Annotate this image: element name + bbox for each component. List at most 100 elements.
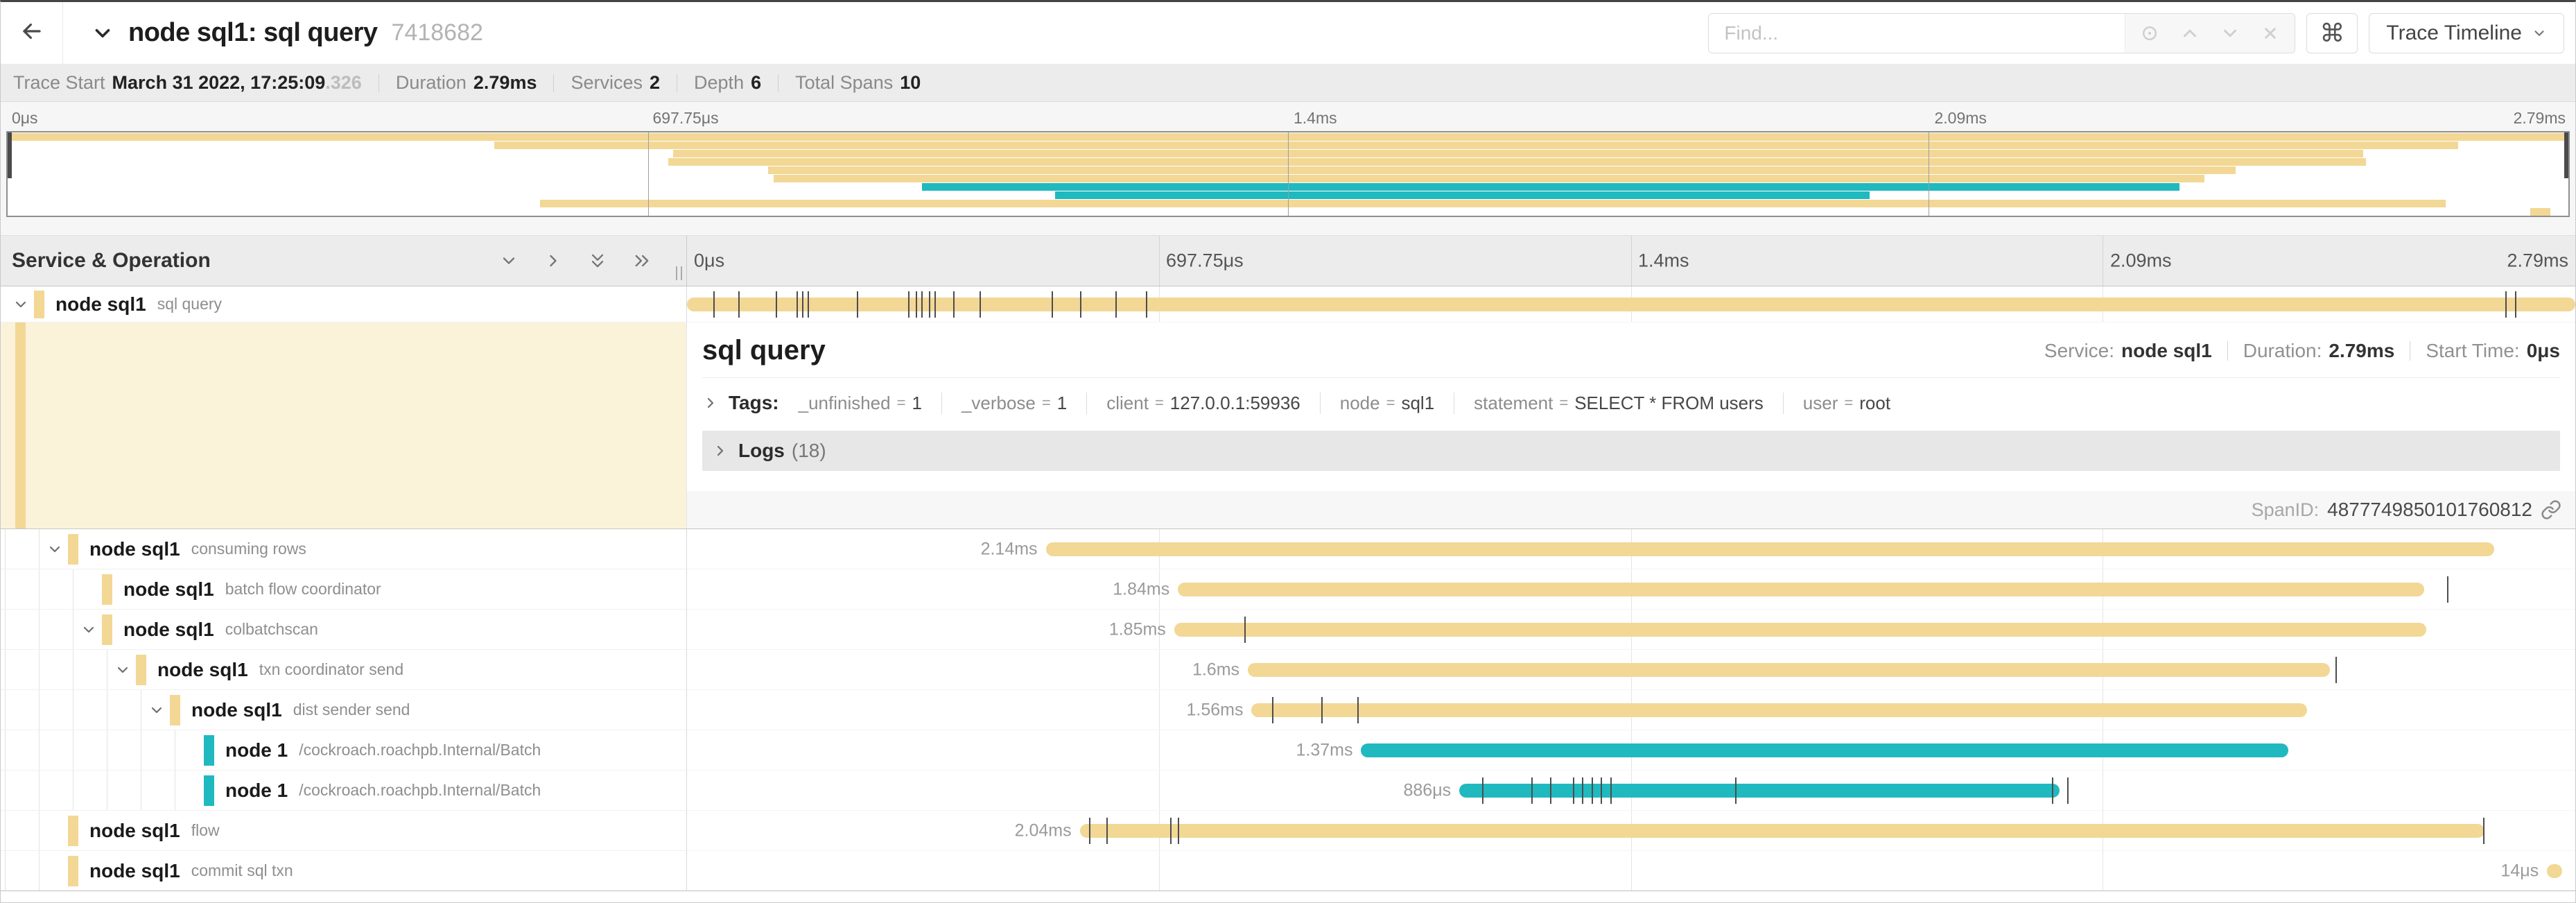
indent-guide <box>39 690 40 730</box>
span-log-tick <box>1079 291 1081 318</box>
tag-equals: = <box>1041 394 1051 411</box>
indent-guide <box>39 730 40 770</box>
span-tree-cell[interactable]: node sql1 sql query <box>1 286 687 322</box>
back-button[interactable] <box>1 2 63 64</box>
copy-link-icon[interactable] <box>2541 499 2561 520</box>
depth-value: 6 <box>751 72 762 93</box>
span-tree-cell[interactable]: node sql1 colbatchscan <box>1 610 687 650</box>
span-log-tick <box>2067 777 2069 804</box>
minimap-gridline <box>1288 132 1289 216</box>
span-service-name: node sql1 <box>89 819 180 841</box>
span-service-name: node sql1 <box>89 538 180 560</box>
span-row[interactable]: node sql1 consuming rows 2.14ms <box>1 529 2575 569</box>
tags-row[interactable]: Tags: _unfinished = 1 _verbose = 1 client = 127.… <box>702 392 2560 414</box>
span-tree-cell[interactable]: node sql1 txn coordinator send <box>1 650 687 690</box>
span-tree-cell[interactable]: node 1/cockroach.roachpb.Internal/Batch <box>1 730 687 771</box>
header-controls: ⌘ Trace Timeline <box>1708 12 2564 53</box>
span-bar[interactable] <box>687 297 2575 311</box>
chevron-down-icon <box>2532 26 2547 41</box>
minimap-row <box>8 149 2568 157</box>
span-log-tick <box>915 291 917 318</box>
minimap-span-bar <box>1054 191 1870 199</box>
indent-guide <box>5 851 6 891</box>
span-operation-name: /cockroach.roachpb.Internal/Batch <box>299 781 541 799</box>
total-spans-label: Total Spans <box>795 72 894 93</box>
span-log-tick <box>1734 777 1737 804</box>
column-resize-handle[interactable] <box>676 266 682 280</box>
span-bar[interactable] <box>2547 863 2562 878</box>
span-log-tick <box>776 291 778 318</box>
span-tree-cell[interactable]: node sql1 consuming rows <box>1 529 687 569</box>
services-label: Services <box>571 72 643 93</box>
tag-value: 1 <box>912 392 922 413</box>
span-log-tick <box>928 291 930 318</box>
collapse-all-icon[interactable] <box>632 251 652 270</box>
span-bar[interactable] <box>1459 783 2060 798</box>
logs-row[interactable]: Logs (18) <box>702 431 2560 471</box>
span-bar[interactable] <box>1361 743 2288 757</box>
span-bar[interactable] <box>1248 662 2330 677</box>
view-selector-label: Trace Timeline <box>2386 21 2522 44</box>
minimap-span-bar <box>540 199 2446 207</box>
span-log-tick <box>1272 696 1274 723</box>
span-bar[interactable] <box>1045 542 2494 556</box>
expand-all-icon[interactable] <box>588 251 607 270</box>
span-color-bar <box>68 815 78 846</box>
minimap-span-bar <box>773 174 2205 182</box>
next-result-icon[interactable] <box>2220 23 2240 44</box>
span-collapse-chevron-icon[interactable] <box>78 621 99 638</box>
minimap-viewport-handle-left[interactable] <box>8 132 12 178</box>
top-bar: node sql1: sql query 7418682 <box>1 2 2575 64</box>
find-input[interactable] <box>1709 13 2125 53</box>
span-collapse-chevron-icon[interactable] <box>112 662 133 678</box>
span-row[interactable]: node sql1 txn coordinator send 1.6ms <box>1 650 2575 690</box>
keyboard-shortcuts-button[interactable]: ⌘ <box>2306 12 2358 53</box>
span-collapse-chevron-icon[interactable] <box>146 702 167 719</box>
prev-result-icon[interactable] <box>2179 23 2200 44</box>
span-bar[interactable] <box>1174 622 2426 637</box>
span-timeline-cell: 1.37ms <box>687 730 2575 771</box>
span-collapse-chevron-icon[interactable] <box>44 541 65 558</box>
span-row[interactable]: node sql1 batch flow coordinator 1.84ms <box>1 569 2575 610</box>
span-log-tick <box>713 291 715 318</box>
tag-item: user = root <box>1803 393 1910 414</box>
span-row[interactable]: node 1/cockroach.roachpb.Internal/Batch 8… <box>1 771 2575 811</box>
span-tree-cell[interactable]: node sql1 flow <box>1 811 687 851</box>
tag-key: user <box>1802 392 1838 413</box>
view-selector-button[interactable]: Trace Timeline <box>2369 12 2564 53</box>
span-collapse-chevron-icon[interactable] <box>10 296 31 313</box>
span-bar[interactable] <box>1178 582 2425 596</box>
minimap-row <box>8 191 2568 199</box>
find-suffix <box>2125 13 2295 53</box>
span-log-tick <box>2505 291 2507 318</box>
minimap-canvas[interactable] <box>6 131 2570 217</box>
span-bar[interactable] <box>1079 823 2485 838</box>
divider <box>2227 341 2228 361</box>
expand-one-icon[interactable] <box>499 251 519 270</box>
match-locate-icon[interactable] <box>2139 23 2160 44</box>
indent-guide <box>5 650 6 689</box>
span-service-name: node sql1 <box>55 293 146 315</box>
span-tree-cell[interactable]: node 1/cockroach.roachpb.Internal/Batch <box>1 771 687 811</box>
span-tree-cell[interactable]: node sql1 batch flow coordinator <box>1 569 687 610</box>
span-row-root[interactable]: node sql1 sql query <box>1 286 2575 322</box>
span-row[interactable]: node sql1 dist sender send 1.56ms <box>1 690 2575 730</box>
span-bar[interactable] <box>1251 703 2308 717</box>
duration-value: 2.79ms <box>473 72 537 93</box>
divider <box>702 377 2560 378</box>
minimap-span-bar <box>673 149 2364 157</box>
span-tree-cell[interactable]: node sql1 dist sender send <box>1 690 687 730</box>
span-duration-label: 2.04ms <box>1014 820 1072 840</box>
collapse-trace-chevron-icon[interactable] <box>91 22 114 45</box>
span-tree-cell[interactable]: node sql1 commit sql txn <box>1 851 687 891</box>
clear-search-icon[interactable] <box>2260 23 2281 44</box>
span-row[interactable]: node sql1 colbatchscan 1.85ms <box>1 610 2575 650</box>
span-row[interactable]: node sql1 commit sql txn 14μs <box>1 851 2575 891</box>
span-log-tick <box>921 291 923 318</box>
span-row[interactable]: node 1/cockroach.roachpb.Internal/Batch 1… <box>1 730 2575 771</box>
indent-guide <box>39 529 40 569</box>
minimap-viewport-handle-right[interactable] <box>2564 132 2568 178</box>
span-row[interactable]: node sql1 flow 2.04ms <box>1 811 2575 851</box>
logs-label: Logs <box>738 440 785 461</box>
collapse-one-icon[interactable] <box>543 251 563 270</box>
